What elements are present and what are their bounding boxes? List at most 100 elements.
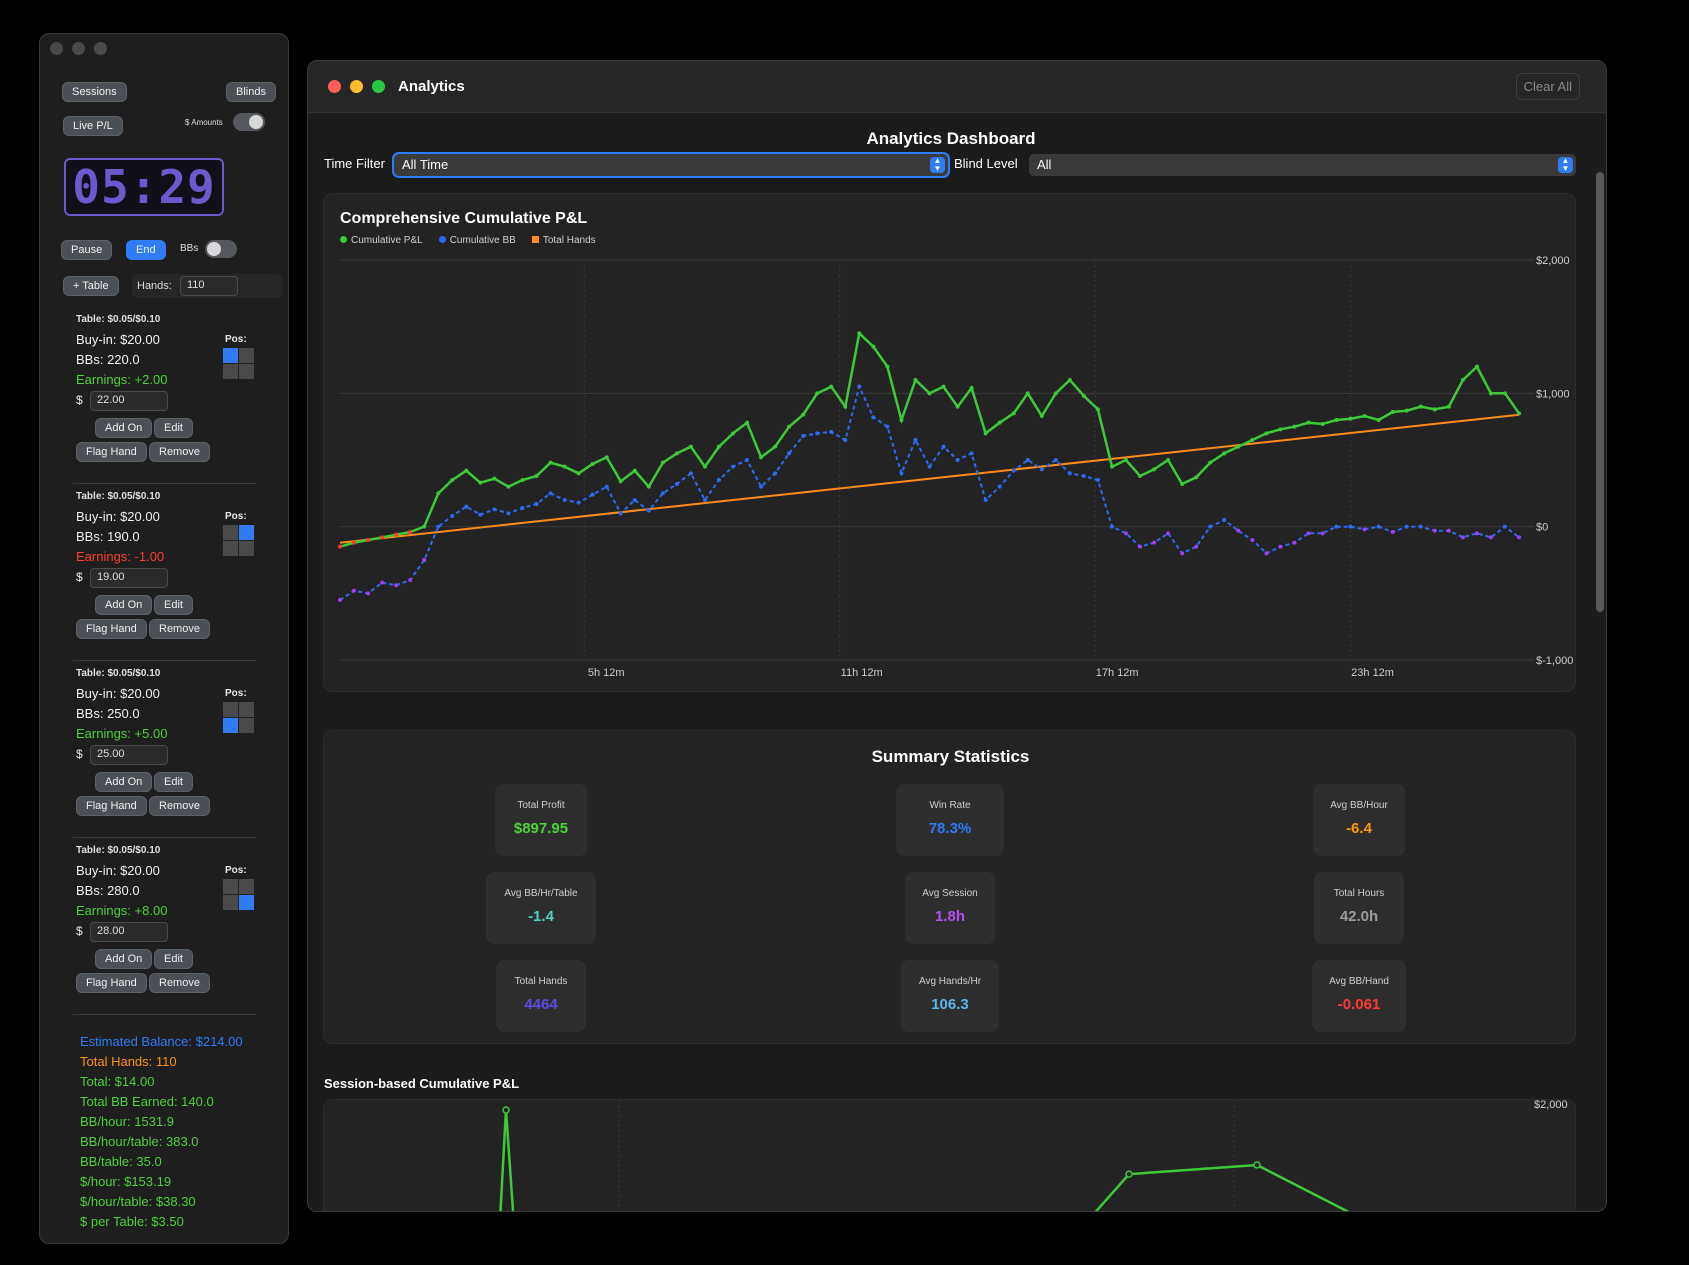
data-point — [366, 538, 371, 542]
add-on-button[interactable]: Add On — [95, 595, 153, 615]
position-seat[interactable] — [239, 879, 254, 894]
data-point — [478, 512, 483, 517]
blind-level-select[interactable]: All ▲ ▼ — [1029, 154, 1576, 176]
data-point — [1460, 535, 1465, 540]
live-pl-button[interactable]: Live P/L — [63, 116, 123, 136]
position-seat[interactable] — [239, 364, 254, 379]
data-point — [716, 478, 721, 482]
data-point — [1432, 528, 1437, 533]
data-point — [1067, 471, 1072, 476]
chevron-up-down-icon: ▲ ▼ — [1558, 157, 1573, 173]
data-point — [1138, 544, 1143, 549]
flag-hand-button[interactable]: Flag Hand — [76, 442, 147, 462]
sessions-button[interactable]: Sessions — [62, 82, 127, 102]
position-seat[interactable] — [239, 525, 254, 540]
add-on-button[interactable]: Add On — [95, 418, 153, 438]
position-seat[interactable] — [223, 348, 238, 363]
data-point — [1474, 531, 1479, 536]
position-seat[interactable] — [223, 895, 238, 910]
close-window-button[interactable] — [50, 42, 63, 55]
data-point — [548, 491, 553, 496]
blind-level-value: All — [1037, 157, 1052, 172]
data-point — [1124, 458, 1128, 462]
amounts-toggle[interactable] — [233, 113, 265, 131]
table-bbs: BBs: 190.0 — [76, 529, 140, 544]
data-point — [1011, 468, 1016, 473]
data-point — [1067, 378, 1072, 382]
bbs-toggle[interactable] — [205, 240, 237, 258]
data-point — [450, 514, 455, 518]
data-point — [562, 498, 567, 502]
data-point — [1025, 391, 1030, 396]
table-amount-input[interactable]: 22.00 — [90, 391, 168, 411]
flag-hand-button[interactable]: Flag Hand — [76, 973, 147, 993]
hands-input[interactable]: 110 — [180, 276, 238, 296]
blinds-button[interactable]: Blinds — [226, 82, 276, 102]
position-seat[interactable] — [239, 702, 254, 717]
edit-button[interactable]: Edit — [154, 418, 193, 438]
stat-value: 106.3 — [931, 996, 969, 1013]
scrollbar[interactable] — [1596, 172, 1604, 612]
remove-button[interactable]: Remove — [149, 442, 210, 462]
pause-button[interactable]: Pause — [61, 240, 113, 260]
position-seat[interactable] — [239, 895, 254, 910]
minimize-window-button[interactable] — [350, 80, 363, 93]
remove-button[interactable]: Remove — [149, 796, 210, 816]
data-point — [899, 418, 904, 422]
position-seat[interactable] — [223, 541, 238, 556]
time-filter-select[interactable]: All Time ▲ ▼ — [394, 154, 948, 176]
data-point — [1095, 407, 1100, 412]
data-point — [843, 404, 848, 409]
zoom-window-button[interactable] — [94, 42, 107, 55]
edit-button[interactable]: Edit — [154, 949, 193, 969]
zoom-window-button[interactable] — [372, 80, 385, 93]
data-point — [394, 583, 399, 588]
data-point — [801, 434, 806, 438]
position-seat[interactable] — [239, 718, 254, 733]
data-point — [1517, 535, 1521, 540]
table-amount-input[interactable]: 25.00 — [90, 745, 168, 765]
cumulative-pl-chart: $2,000 $1,000 $0 $-1,000 5h 12m 11h 12m 17h 12… — [338, 255, 1573, 679]
position-seat[interactable] — [239, 348, 254, 363]
table-buyin: Buy-in: $20.00 — [76, 332, 160, 347]
position-seat[interactable] — [223, 525, 238, 540]
flag-hand-button[interactable]: Flag Hand — [76, 796, 147, 816]
position-grid — [223, 702, 254, 733]
data-point — [352, 540, 357, 545]
stat-title: Avg Session — [922, 888, 978, 899]
chart-legend: Cumulative P&L Cumulative BB Total Hands — [340, 235, 596, 246]
data-point — [646, 508, 651, 513]
position-seat[interactable] — [223, 702, 238, 717]
dollar-hour-summary: $/hour: $153.19 — [80, 1174, 172, 1189]
add-on-button[interactable]: Add On — [95, 949, 153, 969]
flag-hand-button[interactable]: Flag Hand — [76, 619, 147, 639]
data-point — [408, 530, 413, 534]
total-bb-summary: Total BB Earned: 140.0 — [80, 1094, 214, 1109]
close-window-button[interactable] — [328, 80, 341, 93]
position-seat[interactable] — [223, 364, 238, 379]
table-amount-input[interactable]: 19.00 — [90, 568, 168, 588]
table-amount-input[interactable]: 28.00 — [90, 922, 168, 942]
data-point — [436, 524, 441, 529]
remove-button[interactable]: Remove — [149, 619, 210, 639]
position-seat[interactable] — [239, 541, 254, 556]
position-seat[interactable] — [223, 879, 238, 894]
minimize-window-button[interactable] — [72, 42, 85, 55]
edit-button[interactable]: Edit — [154, 772, 193, 792]
add-table-button[interactable]: + Table — [63, 276, 119, 296]
add-on-button[interactable]: Add On — [95, 772, 153, 792]
position-label: Pos: — [225, 865, 247, 876]
data-point — [702, 498, 707, 502]
end-button[interactable]: End — [126, 240, 166, 260]
data-point — [1194, 544, 1199, 549]
position-seat[interactable] — [223, 718, 238, 733]
data-point — [1095, 478, 1100, 482]
edit-button[interactable]: Edit — [154, 595, 193, 615]
data-point — [1124, 531, 1128, 536]
clear-all-button[interactable]: Clear All — [1515, 73, 1580, 100]
dollar-sign-label: $ — [76, 570, 83, 584]
window-controls — [50, 42, 107, 55]
data-point — [352, 588, 357, 593]
remove-button[interactable]: Remove — [149, 973, 210, 993]
data-point — [618, 511, 623, 516]
